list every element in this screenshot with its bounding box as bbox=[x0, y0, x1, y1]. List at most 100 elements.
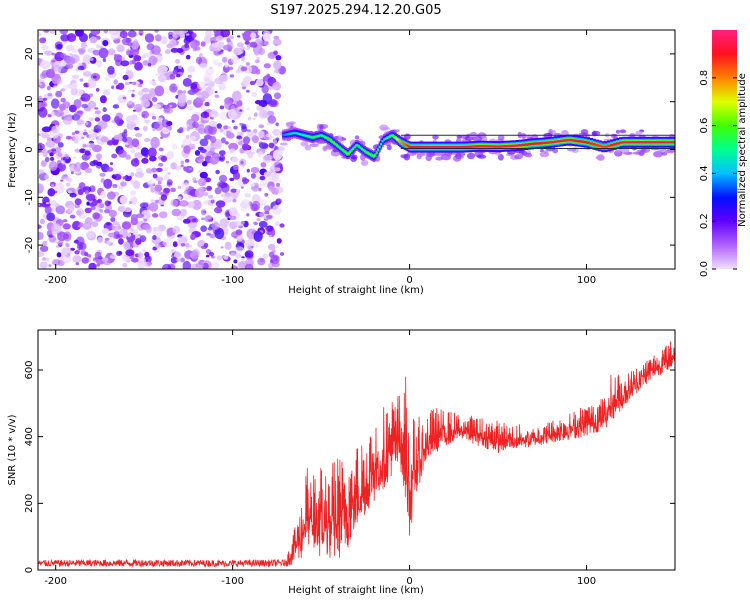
signal-cell bbox=[374, 154, 377, 157]
signal-cell bbox=[592, 143, 596, 146]
signal-cell bbox=[630, 141, 635, 144]
noise-speckle bbox=[120, 181, 127, 187]
noise-speckle bbox=[62, 219, 68, 223]
noise-speckle bbox=[219, 73, 228, 82]
noise-speckle bbox=[233, 220, 244, 227]
noise-speckle bbox=[98, 203, 105, 208]
noise-speckle bbox=[263, 171, 272, 177]
noise-speckle bbox=[39, 37, 47, 44]
noise-speckle bbox=[83, 129, 87, 132]
noise-speckle bbox=[85, 121, 89, 126]
signal-cell bbox=[307, 135, 310, 138]
noise-speckle bbox=[152, 213, 159, 218]
noise-speckle bbox=[256, 56, 261, 60]
noise-speckle bbox=[91, 221, 99, 228]
noise-speckle bbox=[130, 158, 140, 167]
noise-speckle bbox=[236, 135, 243, 140]
noise-speckle bbox=[69, 192, 77, 198]
noise-speckle bbox=[103, 178, 113, 189]
noise-speckle bbox=[217, 181, 227, 189]
noise-speckle bbox=[225, 141, 229, 145]
noise-speckle bbox=[266, 230, 273, 236]
signal-cell bbox=[506, 144, 511, 148]
noise-speckle bbox=[70, 171, 74, 175]
noise-speckle bbox=[90, 30, 101, 35]
noise-speckle bbox=[39, 82, 43, 86]
noise-speckle bbox=[139, 202, 149, 208]
signal-cell bbox=[621, 141, 626, 144]
signal-cell bbox=[465, 145, 470, 149]
noise-speckle bbox=[57, 142, 64, 148]
noise-speckle bbox=[251, 151, 256, 155]
noise-speckle bbox=[231, 156, 239, 163]
noise-speckle bbox=[150, 112, 155, 117]
noise-speckle bbox=[77, 119, 85, 125]
noise-speckle bbox=[258, 109, 267, 118]
noise-speckle bbox=[144, 255, 152, 263]
noise-speckle bbox=[73, 156, 77, 159]
signal-cell bbox=[369, 153, 372, 156]
signal-halo bbox=[497, 134, 505, 141]
noise-speckle bbox=[144, 261, 152, 268]
noise-speckle bbox=[106, 255, 110, 258]
noise-speckle bbox=[219, 105, 225, 110]
noise-speckle bbox=[158, 211, 168, 219]
noise-speckle bbox=[275, 122, 279, 127]
noise-speckle bbox=[227, 108, 237, 120]
noise-speckle bbox=[229, 148, 235, 154]
noise-speckle bbox=[74, 250, 80, 255]
noise-speckle bbox=[265, 225, 274, 232]
signal-halo bbox=[435, 156, 444, 161]
noise-speckle bbox=[204, 101, 210, 107]
noise-speckle bbox=[104, 209, 110, 214]
noise-speckle bbox=[163, 174, 170, 181]
noise-speckle bbox=[184, 35, 192, 41]
noise-speckle bbox=[253, 128, 258, 134]
noise-speckle bbox=[200, 111, 210, 119]
noise-speckle bbox=[44, 50, 53, 56]
noise-speckle bbox=[125, 67, 129, 72]
noise-speckle bbox=[256, 105, 263, 111]
signal-cell bbox=[386, 136, 389, 140]
signal-halo bbox=[466, 152, 476, 160]
signal-halo bbox=[552, 148, 559, 154]
noise-speckle bbox=[141, 224, 152, 231]
noise-speckle bbox=[140, 99, 151, 108]
noise-speckle bbox=[131, 138, 140, 148]
noise-speckle bbox=[185, 33, 190, 36]
noise-speckle bbox=[230, 188, 237, 193]
noise-speckle bbox=[241, 178, 250, 184]
noise-speckle bbox=[162, 40, 167, 45]
noise-speckle bbox=[147, 147, 157, 158]
spectrogram-signal bbox=[279, 121, 675, 166]
noise-speckle bbox=[113, 134, 121, 140]
y-tick-label: 20 bbox=[24, 48, 35, 61]
noise-speckle bbox=[94, 107, 99, 110]
noise-speckle bbox=[40, 60, 51, 69]
noise-speckle bbox=[116, 44, 125, 53]
noise-speckle bbox=[124, 174, 132, 182]
noise-speckle bbox=[233, 125, 238, 130]
noise-speckle bbox=[121, 221, 132, 230]
noise-speckle bbox=[61, 247, 69, 256]
noise-speckle bbox=[229, 177, 235, 182]
noise-speckle bbox=[171, 208, 182, 217]
spectrogram-x-label: Height of straight line (km) bbox=[288, 285, 424, 296]
noise-speckle bbox=[79, 148, 86, 154]
noise-speckle bbox=[92, 212, 100, 220]
noise-speckle bbox=[158, 65, 168, 72]
noise-speckle bbox=[264, 192, 269, 197]
noise-speckle bbox=[134, 171, 145, 178]
noise-speckle bbox=[101, 114, 111, 122]
noise-speckle bbox=[192, 177, 197, 181]
signal-cell bbox=[335, 144, 338, 147]
signal-cell bbox=[524, 143, 529, 146]
noise-speckle bbox=[38, 152, 42, 157]
noise-speckle bbox=[74, 30, 84, 37]
noise-speckle bbox=[163, 187, 171, 194]
signal-cell bbox=[284, 133, 287, 136]
noise-speckle bbox=[191, 218, 199, 223]
noise-speckle bbox=[220, 30, 231, 38]
signal-cell bbox=[405, 143, 408, 147]
noise-speckle bbox=[48, 161, 58, 171]
